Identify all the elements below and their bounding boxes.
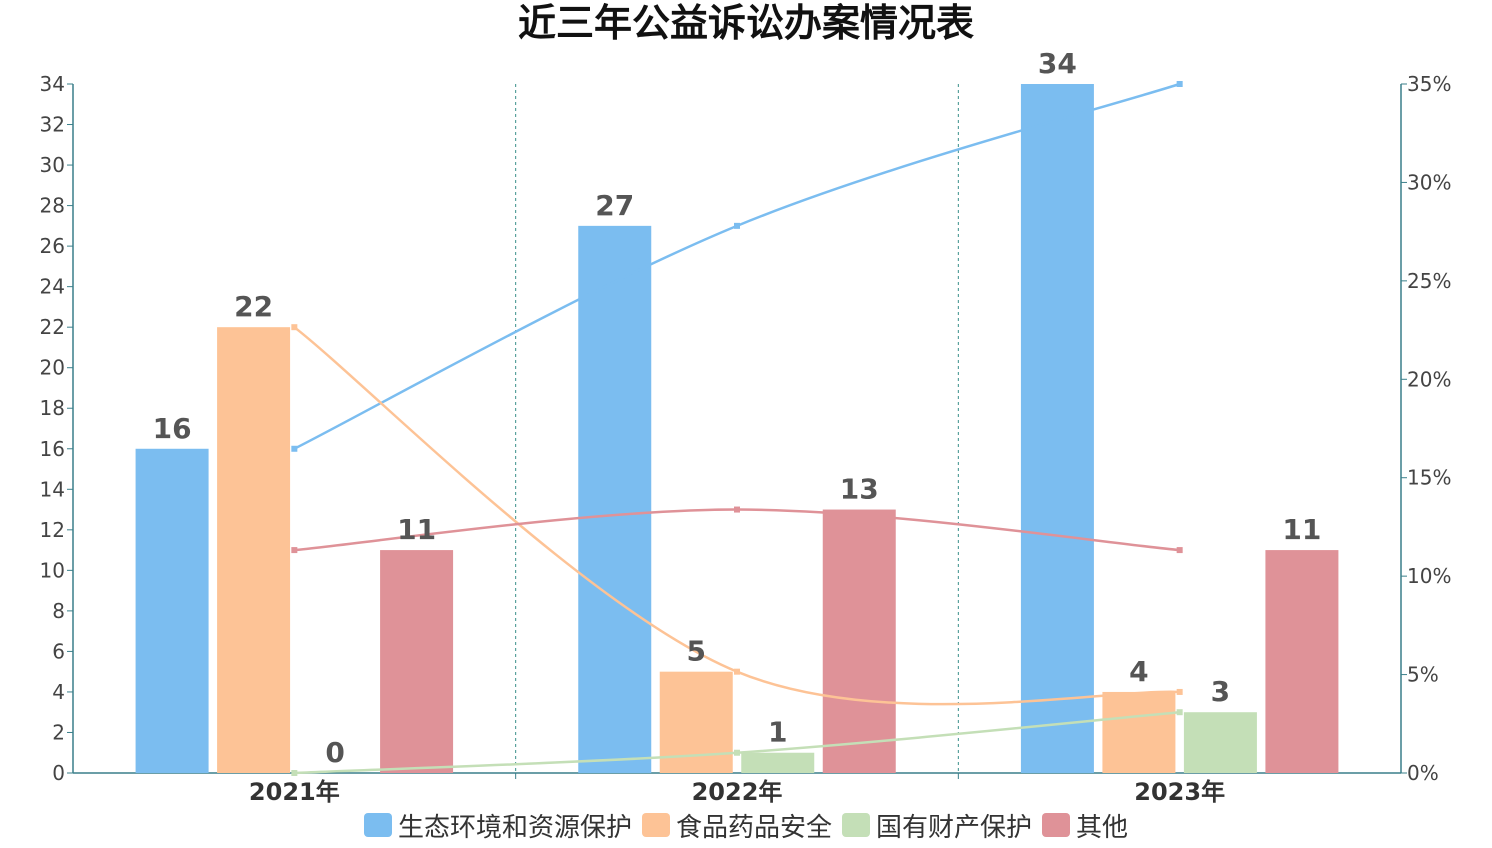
legend-swatch: [364, 813, 392, 837]
y-tick-label: 22: [40, 315, 65, 339]
y-tick-label: 14: [40, 477, 65, 501]
bar: [380, 550, 454, 773]
data-label: 22: [234, 290, 273, 323]
y-tick-label: 18: [40, 396, 65, 420]
line-marker: [1176, 547, 1183, 554]
legend-swatch: [842, 813, 870, 837]
y-tick-label: 34: [40, 72, 65, 96]
y2-tick-label: 30%: [1407, 170, 1451, 194]
line-marker: [291, 445, 298, 452]
y-tick-label: 8: [52, 599, 65, 623]
bar-group: [135, 84, 1339, 774]
y-tick-label: 0: [52, 761, 65, 785]
bar: [1265, 550, 1339, 773]
chart-title: 近三年公益诉讼办案情况表: [518, 1, 974, 45]
data-label: 11: [397, 513, 436, 546]
bar: [1102, 691, 1176, 773]
bar: [1020, 84, 1094, 773]
line-marker: [1176, 81, 1183, 87]
bar: [741, 752, 815, 773]
y-tick-label: 10: [40, 558, 65, 582]
line-marker: [734, 222, 740, 229]
data-label: 3: [1211, 675, 1230, 708]
line-marker: [1176, 688, 1183, 695]
line-marker: [734, 506, 740, 513]
y2-tick-label: 35%: [1407, 72, 1451, 96]
y2-tick-label: 15%: [1407, 466, 1451, 490]
data-label: 1: [768, 716, 787, 749]
line-marker: [291, 770, 298, 776]
data-label: 11: [1282, 513, 1321, 546]
y-tick-label: 16: [40, 437, 65, 461]
bar: [1183, 712, 1257, 773]
grid-lines: [515, 84, 959, 773]
y2-tick-label: 5%: [1407, 663, 1439, 687]
x-tick-label: 2023年: [1134, 778, 1225, 806]
data-label: 4: [1129, 655, 1148, 688]
legend-label: 生态环境和资源保护: [398, 813, 632, 843]
legend-label: 食品药品安全: [676, 813, 832, 843]
legend: 生态环境和资源保护 食品药品安全 国有财产保护 其他: [364, 813, 1128, 843]
y-tick-label: 2: [52, 720, 65, 744]
y2-tick-label: 25%: [1407, 269, 1451, 293]
data-label: 13: [840, 473, 879, 506]
y-tick-label: 26: [40, 234, 65, 258]
legend-swatch: [642, 813, 670, 837]
data-label: 16: [153, 412, 192, 445]
bar: [217, 327, 291, 773]
data-label: 34: [1038, 47, 1077, 80]
line-marker: [1176, 709, 1183, 716]
y-tick-label: 30: [40, 153, 65, 177]
legend-swatch: [1042, 813, 1070, 837]
line-marker: [291, 324, 298, 331]
data-label: 0: [325, 736, 344, 769]
bar: [578, 225, 652, 774]
legend-label: 国有财产保护: [876, 813, 1032, 843]
bar: [822, 509, 896, 773]
legend-label: 其他: [1076, 813, 1128, 843]
y-tick-label: 20: [40, 356, 65, 380]
bar: [135, 448, 209, 773]
data-label: 5: [687, 635, 706, 668]
y-tick-label: 6: [52, 639, 65, 663]
line-marker: [291, 547, 298, 554]
y-tick-label: 4: [52, 680, 65, 704]
x-tick-label: 2022年: [692, 778, 783, 806]
x-tick-label: 2021年: [249, 778, 340, 806]
data-label: 27: [595, 189, 634, 222]
y-tick-label: 32: [40, 113, 65, 137]
axes: 02468101214161820222426283032340%5%10%15…: [40, 72, 1452, 806]
y2-tick-label: 0%: [1407, 761, 1439, 785]
line-marker: [734, 749, 740, 756]
y-tick-label: 12: [40, 518, 65, 542]
y2-tick-label: 20%: [1407, 367, 1451, 391]
y-tick-label: 28: [40, 194, 65, 218]
line-group: [291, 81, 1183, 776]
line-marker: [734, 668, 740, 675]
y-tick-label: 24: [40, 275, 65, 299]
y2-tick-label: 10%: [1407, 564, 1451, 588]
